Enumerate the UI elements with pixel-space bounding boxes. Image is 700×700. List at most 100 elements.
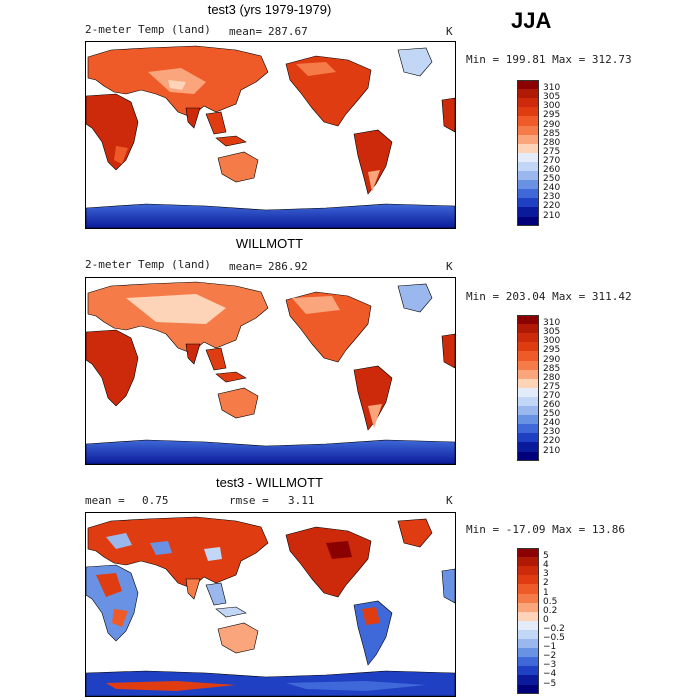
colorbar-tick-label: 4 <box>543 560 549 571</box>
panel-2-mean-value: 286.92 <box>268 260 308 273</box>
colorbar-band <box>517 387 539 398</box>
panel-1-title: test3 (yrs 1979-1979) <box>207 2 332 17</box>
colorbar-band <box>517 180 539 190</box>
colorbar-tick-label: 290 <box>543 119 561 130</box>
colorbar-tick-label: 3 <box>543 569 549 580</box>
panel-2-mean-label: mean= <box>229 260 263 273</box>
colorbar-band <box>517 107 539 117</box>
season-label: JJA <box>511 8 552 33</box>
colorbar-tick-label: 5 <box>543 551 549 562</box>
colorbar-band <box>517 593 539 604</box>
panel-1-minmax: Min = 199.81 Max = 312.73 <box>466 53 632 66</box>
colorbar-tick-label: −3 <box>543 660 557 671</box>
colorbar-tick-label: −1 <box>543 642 557 653</box>
colorbar-band <box>517 629 539 640</box>
panel-1-colorbar: 310 305 300 295 290 285 280 275 270 260 250 240 230 2… <box>517 80 577 227</box>
colorbar-tick-label: 300 <box>543 101 561 112</box>
colorbar-band <box>517 396 539 407</box>
panel-3-colorbar: 5 4 3 2 1 0.5 0.2 0 −0.2 −0.5 −1 −2 −3 −4 −5 <box>517 548 577 695</box>
colorbar-tick-label: 210 <box>543 445 561 456</box>
colorbar-tick-label: 310 <box>543 83 561 94</box>
panel-3-title: test3 - WILLMOTT <box>216 475 323 490</box>
colorbar-band <box>517 611 539 622</box>
colorbar-tick-label: 240 <box>543 418 561 429</box>
colorbar-band <box>517 584 539 594</box>
colorbar-tick-label: 280 <box>543 137 561 148</box>
colorbar-tick-label: 210 <box>543 210 561 221</box>
colorbar-band <box>517 575 539 585</box>
colorbar-tick-label: 260 <box>543 165 561 175</box>
colorbar-band <box>517 161 539 172</box>
colorbar-tick-label: 300 <box>543 336 561 347</box>
colorbar-band <box>517 89 539 99</box>
colorbar-tick-label: 220 <box>543 201 561 212</box>
colorbar-band <box>517 207 539 217</box>
colorbar-tick-label: 220 <box>543 436 561 447</box>
panel-2-title: WILLMOTT <box>235 236 304 251</box>
colorbar-band <box>517 324 539 334</box>
colorbar-band <box>517 333 539 343</box>
panel-2-colorbar: 310 305 300 295 290 285 280 275 270 260 250 240 230 2… <box>517 315 577 462</box>
colorbar-tick-label: 0.2 <box>543 605 558 616</box>
colorbar-tick-label: 2 <box>543 578 549 589</box>
colorbar-band <box>517 116 539 126</box>
colorbar-tick-label: 230 <box>543 427 561 438</box>
colorbar-tick-label: 240 <box>543 183 561 194</box>
colorbar-band <box>517 342 539 352</box>
panel-1-variable: 2-meter Temp (land) <box>85 23 211 36</box>
colorbar-tick-label: −0.2 <box>543 623 565 634</box>
panel-3-map <box>85 512 456 697</box>
colorbar-band <box>517 171 539 181</box>
colorbar-band <box>517 675 539 685</box>
panel-2-map-svg <box>86 281 455 464</box>
panel-1-map <box>85 41 456 229</box>
colorbar-tick-label: 285 <box>543 363 561 374</box>
colorbar-band <box>517 451 539 462</box>
colorbar-tick-label: 310 <box>543 318 561 329</box>
panel-2-map <box>85 277 456 465</box>
colorbar-band <box>517 98 539 108</box>
panel-1-units: K <box>446 25 453 38</box>
colorbar-tick-label: 250 <box>543 174 561 185</box>
colorbar-band <box>517 315 539 325</box>
panel-3-map-svg <box>86 516 455 696</box>
colorbar-tick-label: 280 <box>543 372 561 383</box>
colorbar-tick-label: 275 <box>543 381 561 392</box>
panel-3-rmse-label: rmse = <box>229 494 269 507</box>
colorbar-tick-label: 0.5 <box>543 596 558 607</box>
colorbar-tick-label: −2 <box>543 651 557 662</box>
colorbar-band <box>517 620 539 631</box>
panel-3-mean-label: mean = <box>85 494 125 507</box>
colorbar-band <box>517 143 539 154</box>
colorbar-tick-label: 230 <box>543 192 561 203</box>
colorbar-band <box>517 566 539 576</box>
colorbar-band <box>517 134 539 145</box>
colorbar-tick-label: 0 <box>543 614 549 625</box>
panel-3-units: K <box>446 494 453 507</box>
colorbar-band <box>517 216 539 227</box>
colorbar-tick-label: 270 <box>543 390 561 401</box>
colorbar-band <box>517 684 539 695</box>
colorbar-band <box>517 152 539 163</box>
colorbar-tick-label: 250 <box>543 409 561 420</box>
colorbar-band <box>517 360 539 371</box>
colorbar-tick-label: 295 <box>543 345 561 356</box>
colorbar-band <box>517 666 539 676</box>
panel-1-mean-value: 287.67 <box>268 25 308 38</box>
colorbar-band <box>517 125 539 136</box>
colorbar-band <box>517 189 539 199</box>
colorbar-tick-label: 305 <box>543 327 561 338</box>
colorbar-band <box>517 602 539 613</box>
panel-3-mean-value: 0.75 <box>142 494 169 507</box>
colorbar-tick-label: 270 <box>543 155 561 166</box>
colorbar-band <box>517 406 539 416</box>
colorbar-band <box>517 648 539 658</box>
colorbar-band <box>517 548 539 558</box>
panel-2-units: K <box>446 260 453 273</box>
panel-3-rmse-value: 3.11 <box>288 494 315 507</box>
panel-2-minmax: Min = 203.04 Max = 311.42 <box>466 290 632 303</box>
colorbar-band <box>517 557 539 567</box>
colorbar-tick-label: 260 <box>543 400 561 410</box>
colorbar-band <box>517 657 539 667</box>
panel-1-mean-label: mean= <box>229 25 263 38</box>
